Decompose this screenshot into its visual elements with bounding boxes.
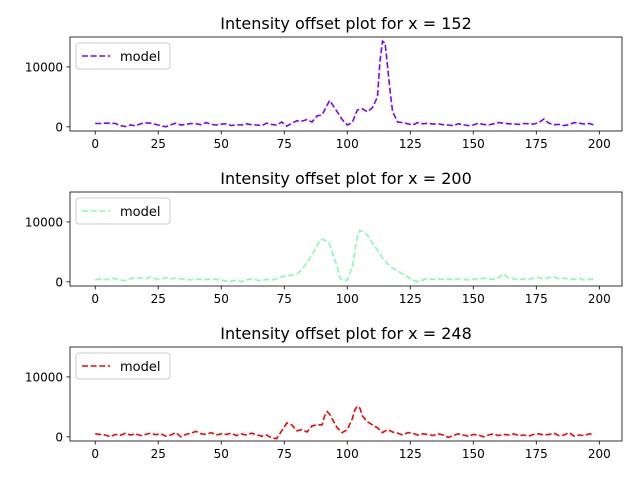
y-tick-label: 10000 bbox=[25, 215, 63, 229]
axes-frame bbox=[69, 36, 623, 132]
series-line-model bbox=[95, 405, 595, 440]
x-tick-label: 100 bbox=[336, 447, 359, 461]
x-tick-label: 150 bbox=[462, 292, 485, 306]
x-tick-label: 175 bbox=[525, 292, 548, 306]
x-tick-label: 200 bbox=[588, 447, 611, 461]
legend-label: model bbox=[120, 205, 160, 220]
y-tick-label: 10000 bbox=[25, 370, 63, 384]
y-tick-label: 0 bbox=[55, 275, 63, 289]
x-tick-label: 0 bbox=[91, 447, 99, 461]
legend-label: model bbox=[120, 50, 160, 65]
x-tick-label: 25 bbox=[151, 292, 166, 306]
subplot-2: Intensity offset plot for x = 200 0 25 50 75… bbox=[25, 169, 623, 306]
subplot-3: Intensity offset plot for x = 248 0 25 50 75… bbox=[25, 324, 623, 461]
x-tick-label: 125 bbox=[399, 137, 422, 151]
y-tick-label: 10000 bbox=[25, 60, 63, 74]
x-tick-label: 50 bbox=[214, 447, 229, 461]
subplot-title: Intensity offset plot for x = 200 bbox=[220, 169, 472, 188]
series-line-model bbox=[95, 229, 595, 283]
series-line-model bbox=[95, 39, 595, 128]
x-tick-label: 175 bbox=[525, 137, 548, 151]
x-tick-label: 75 bbox=[277, 137, 292, 151]
y-tick-label: 0 bbox=[55, 430, 63, 444]
axes-frame bbox=[69, 346, 623, 442]
x-tick-label: 100 bbox=[336, 292, 359, 306]
x-tick-label: 200 bbox=[588, 137, 611, 151]
legend: model bbox=[75, 352, 171, 380]
legend-box bbox=[75, 42, 171, 70]
subplot-1: Intensity offset plot for x = 152 0 25 50 75… bbox=[25, 14, 623, 151]
legend-box bbox=[75, 197, 171, 225]
x-tick-label: 0 bbox=[91, 292, 99, 306]
x-tick-label: 125 bbox=[399, 292, 422, 306]
x-tick-label: 25 bbox=[151, 137, 166, 151]
axes-frame bbox=[69, 191, 623, 287]
x-tick-label: 100 bbox=[336, 137, 359, 151]
subplot-title: Intensity offset plot for x = 248 bbox=[220, 324, 472, 343]
x-tick-label: 125 bbox=[399, 447, 422, 461]
x-tick-label: 150 bbox=[462, 447, 485, 461]
x-tick-label: 50 bbox=[214, 292, 229, 306]
y-tick-label: 0 bbox=[55, 120, 63, 134]
x-tick-label: 200 bbox=[588, 292, 611, 306]
x-tick-label: 175 bbox=[525, 447, 548, 461]
x-tick-label: 25 bbox=[151, 447, 166, 461]
x-tick-label: 75 bbox=[277, 447, 292, 461]
x-tick-label: 0 bbox=[91, 137, 99, 151]
x-tick-label: 75 bbox=[277, 292, 292, 306]
legend: model bbox=[75, 197, 171, 225]
subplot-title: Intensity offset plot for x = 152 bbox=[220, 14, 472, 33]
legend: model bbox=[75, 42, 171, 70]
legend-box bbox=[75, 352, 171, 380]
legend-label: model bbox=[120, 360, 160, 375]
x-tick-label: 50 bbox=[214, 137, 229, 151]
x-tick-label: 150 bbox=[462, 137, 485, 151]
